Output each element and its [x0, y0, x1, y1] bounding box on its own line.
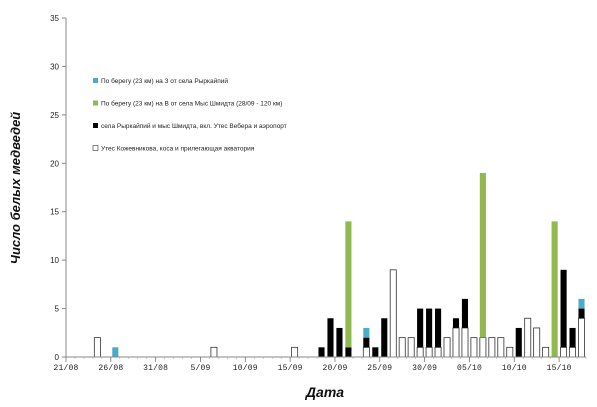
bar-segment: [416, 346, 424, 358]
bar-segment: [461, 327, 469, 358]
y-tick-label: 30: [50, 62, 59, 71]
x-tick-label: 26/08: [98, 364, 123, 373]
bar-segment: [407, 337, 415, 358]
x-tick-label: 31/08: [143, 364, 168, 373]
legend-label: По берегу (23 км) на В от села Мыс Шмидт…: [101, 100, 282, 108]
x-tick-label: 5/09: [190, 364, 210, 373]
bar-segment: [372, 347, 379, 357]
bar-segment: [389, 269, 397, 358]
bar-segment: [345, 221, 352, 348]
bar-segment: [569, 346, 576, 358]
bar-segment: [426, 308, 433, 348]
bar-segment: [578, 308, 585, 319]
legend-swatch: [93, 123, 98, 128]
x-tick-label: 15/09: [278, 364, 303, 373]
y-axis-title: Число белых медведей: [8, 112, 23, 265]
bar-segment: [443, 337, 451, 358]
bar-segment: [506, 346, 514, 358]
bar-segment: [452, 318, 460, 328]
legend-label: По берегу (23 км) на З от села Рыркайпий: [101, 77, 228, 85]
bar-segment: [362, 346, 370, 358]
bar-segment: [479, 337, 487, 358]
x-tick-label: 21/08: [53, 364, 78, 373]
x-tick-label: 20/09: [322, 364, 347, 373]
legend-swatch: [92, 145, 99, 151]
bar-segment: [434, 346, 442, 358]
bar-segment: [398, 337, 406, 358]
x-tick-label: 05/10: [457, 364, 482, 373]
y-ticks-group: 0 5 10 15 20 25 30 35: [50, 14, 66, 362]
bar-segment: [112, 347, 119, 357]
legend-item: По берегу (23 км) на В от села Мыс Шмидт…: [93, 100, 282, 108]
y-tick-label: 35: [50, 14, 59, 23]
x-tick-label: 30/09: [412, 364, 437, 373]
bar-segment: [551, 221, 558, 357]
bar-segment: [417, 308, 424, 348]
x-tick-label: 10/09: [233, 364, 258, 373]
x-ticks-group: 21/08 26/08 31/08 5/09 10/09 15/09 20/09 25/09 3…: [53, 357, 587, 373]
legend-item: села Рыркайпий и мыс Шмидта, вкл. Утес В…: [93, 122, 287, 130]
bar-segment: [578, 317, 585, 358]
legend-swatch: [93, 100, 98, 106]
x-axis-title: Дата: [305, 384, 344, 400]
bars-group: [93, 172, 585, 358]
bar-segment: [210, 346, 218, 358]
bar-segment: [488, 337, 496, 358]
bar-segment: [578, 298, 585, 309]
bar-segment: [479, 172, 486, 338]
bar-segment: [381, 318, 388, 357]
x-tick-label: 10/10: [502, 364, 527, 373]
legend-label: села Рыркайпий и мыс Шмидта, вкл. Утес В…: [101, 122, 287, 130]
y-tick-label: 15: [50, 208, 59, 217]
y-tick-label: 25: [50, 111, 59, 120]
y-tick-label: 20: [50, 159, 59, 168]
bar-segment: [524, 317, 532, 358]
y-tick-label: 0: [55, 353, 60, 362]
x-tick-label: 15/10: [547, 364, 572, 373]
bar-segment: [542, 346, 550, 358]
bar-segment: [435, 308, 442, 348]
axes-group: [65, 18, 586, 358]
legend-swatch: [93, 78, 98, 83]
bar-segment: [461, 298, 469, 328]
bar-segment: [470, 337, 478, 358]
y-tick-label: 10: [50, 256, 59, 265]
bar-segment: [327, 318, 334, 357]
bar-segment: [515, 327, 522, 357]
bar-segment: [345, 347, 352, 357]
bar-segment: [93, 337, 101, 358]
legend: По берегу (23 км) на З от села Рыркайпий…: [92, 77, 287, 153]
bar-segment: [363, 327, 370, 338]
bar-segment: [425, 346, 433, 358]
bar-segment: [363, 337, 370, 348]
bar-segment: [497, 337, 505, 358]
bar-segment: [560, 346, 568, 358]
x-tick-label: 25/09: [367, 364, 392, 373]
legend-item: Утес Кожевникова, коса и прилегающая акв…: [92, 145, 255, 153]
bar-segment: [533, 327, 541, 358]
legend-label: Утес Кожевникова, коса и прилегающая акв…: [101, 146, 255, 153]
bar-segment: [318, 347, 325, 357]
bar-segment: [336, 327, 343, 357]
bar-segment: [452, 327, 460, 358]
legend-item: По берегу (23 км) на З от села Рыркайпий: [93, 77, 228, 85]
bar-segment: [569, 327, 576, 348]
bar-segment: [560, 269, 567, 348]
bar-segment: [291, 346, 299, 358]
y-tick-label: 5: [55, 305, 60, 314]
